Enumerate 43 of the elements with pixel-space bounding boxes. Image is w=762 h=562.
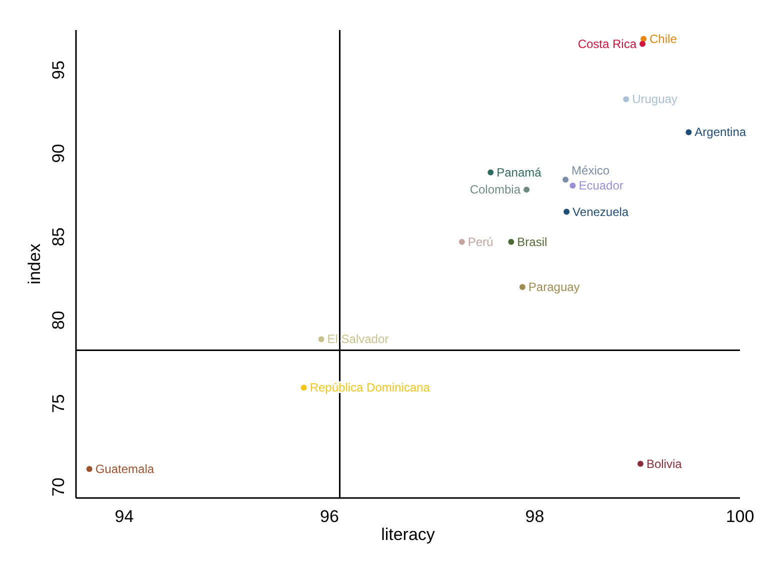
point	[570, 182, 576, 189]
point	[508, 238, 514, 245]
x-tick-label: 98	[525, 507, 544, 526]
series-label: Uruguay	[632, 92, 678, 106]
series-label: México	[572, 164, 610, 178]
point	[318, 336, 324, 342]
series-label: Brasil	[517, 234, 548, 249]
series-label: Panamá	[496, 165, 542, 180]
y-axis-title: index	[25, 243, 44, 284]
series-label: Perú	[468, 234, 494, 249]
point	[458, 238, 465, 245]
point	[564, 208, 570, 215]
point	[686, 129, 692, 136]
series-label: Chile	[650, 32, 678, 46]
point	[640, 40, 646, 47]
point	[488, 169, 494, 176]
series-label: Costa Rica	[578, 36, 637, 51]
x-tick-label: 96	[320, 507, 339, 526]
y-tick-label: 90	[49, 144, 68, 163]
x-axis-title: literacy	[381, 525, 436, 544]
point	[524, 186, 530, 193]
point	[623, 96, 630, 102]
point	[637, 460, 644, 467]
y-tick-label: 75	[49, 394, 68, 414]
point	[562, 176, 569, 183]
y-tick-label: 70	[49, 478, 68, 496]
series-label: Bolivia	[646, 456, 682, 471]
series-label: Argentina	[694, 125, 746, 140]
x-tick-label: 94	[114, 507, 134, 526]
point	[86, 466, 92, 472]
series-label: El Salvador	[327, 332, 389, 346]
point	[640, 36, 647, 42]
y-tick-label: 95	[49, 60, 68, 80]
series-label: Ecuador	[578, 178, 624, 193]
x-tick-label: 100	[726, 507, 754, 526]
point	[519, 284, 526, 290]
series-label: Colombia	[470, 182, 521, 197]
series-label: Guatemala	[95, 462, 154, 476]
y-tick-label: 80	[49, 310, 68, 330]
y-tick-label: 85	[49, 227, 68, 246]
series-label: Venezuela	[572, 204, 629, 219]
point	[300, 384, 307, 391]
series-label: Paraguay	[528, 280, 580, 294]
